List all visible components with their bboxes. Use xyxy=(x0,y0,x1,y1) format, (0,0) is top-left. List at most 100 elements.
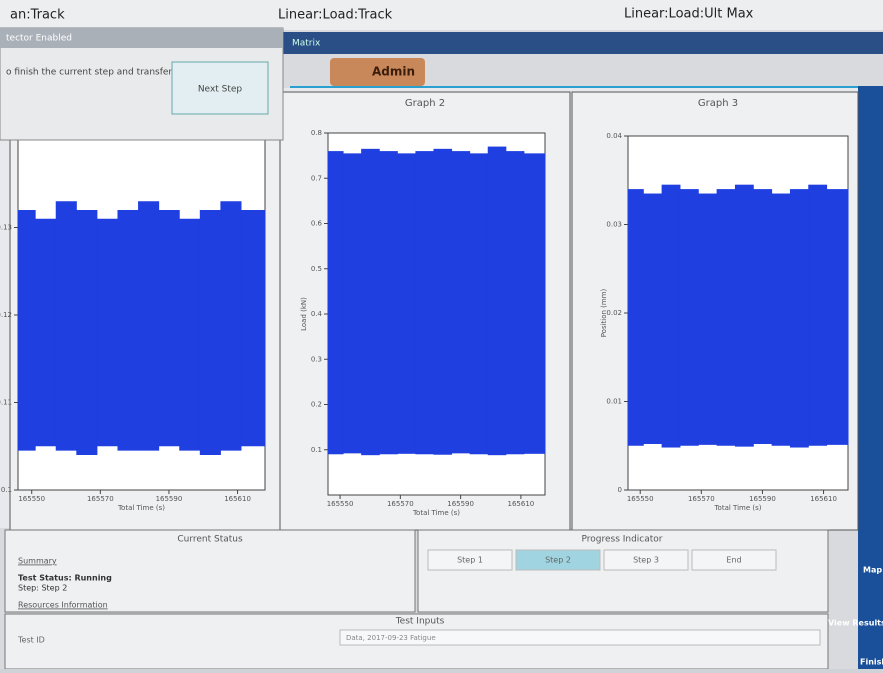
x-tick-label: 165590 xyxy=(156,495,183,503)
signal-band xyxy=(415,151,434,454)
signal-band xyxy=(790,189,809,447)
sidebar xyxy=(858,86,883,669)
y-tick-label: 0.04 xyxy=(606,132,622,140)
x-tick-label: 165550 xyxy=(627,495,654,503)
x-axis-label: Total Time (s) xyxy=(412,509,460,517)
x-tick-label: 165610 xyxy=(508,500,535,508)
y-tick-label: 0.5 xyxy=(311,265,322,273)
x-tick-label: 165590 xyxy=(749,495,776,503)
x-tick-label: 165590 xyxy=(447,500,474,508)
dialog-title: tector Enabled xyxy=(6,34,72,44)
panel-title: Test Inputs xyxy=(395,617,445,627)
panel-title: Current Status xyxy=(177,535,243,545)
signal-band xyxy=(452,151,471,453)
signal-band xyxy=(56,201,77,450)
y-tick-label: 0.3 xyxy=(311,355,322,363)
signal-band xyxy=(643,194,662,444)
status-link[interactable]: Summary xyxy=(18,557,57,566)
signal-band xyxy=(241,210,266,446)
signal-band xyxy=(717,189,736,446)
signal-band xyxy=(379,151,398,454)
y-tick-label: 0.02 xyxy=(606,309,622,317)
x-axis-label: Total Time (s) xyxy=(117,504,165,512)
signal-band xyxy=(76,210,97,455)
y-tick-label: 0.7 xyxy=(311,174,322,182)
x-axis-label: Total Time (s) xyxy=(713,504,761,512)
sidebar-button[interactable]: Finish xyxy=(860,658,883,667)
signal-band xyxy=(662,185,681,448)
signal-band xyxy=(680,189,699,446)
signal-band xyxy=(524,153,546,453)
header-label: Linear:Load:Ult Max xyxy=(624,7,754,22)
y-tick-label: 0.1 xyxy=(311,446,322,454)
signal-band xyxy=(628,189,644,446)
input-value: Data, 2017-09-23 Fatigue xyxy=(346,634,436,642)
signal-band xyxy=(220,201,241,450)
signal-band xyxy=(433,149,452,455)
graph-title: Graph 3 xyxy=(698,98,738,109)
x-tick-label: 165570 xyxy=(87,495,114,503)
menu-bar xyxy=(280,32,883,54)
x-tick-label: 165610 xyxy=(810,495,837,503)
sidebar-button[interactable]: View Results xyxy=(828,619,883,628)
signal-band xyxy=(97,219,118,447)
x-tick-label: 165570 xyxy=(688,495,715,503)
y-tick-label: 0.1 xyxy=(1,486,12,494)
tab-label: Admin xyxy=(372,65,415,79)
y-axis-label: Load (kN) xyxy=(300,297,308,331)
signal-band xyxy=(117,210,138,451)
input-label: Test ID xyxy=(17,636,45,645)
signal-band xyxy=(343,153,362,453)
y-tick-label: 0.13 xyxy=(0,224,12,232)
signal-band xyxy=(735,185,754,447)
status-link[interactable]: Resources Information xyxy=(18,601,108,610)
x-tick-label: 165550 xyxy=(327,500,354,508)
signal-band xyxy=(200,210,221,455)
signal-band xyxy=(138,201,159,450)
x-tick-label: 165570 xyxy=(387,500,414,508)
signal-band xyxy=(361,149,380,455)
step-label: Step 2 xyxy=(545,556,571,565)
signal-band xyxy=(328,151,344,454)
status-text: Step: Step 2 xyxy=(18,584,67,593)
header-label: an:Track xyxy=(10,8,65,23)
y-tick-label: 0.8 xyxy=(311,129,322,137)
menu-label: Matrix xyxy=(292,39,321,49)
graph-title: Graph 2 xyxy=(405,98,445,109)
x-tick-label: 165550 xyxy=(18,495,45,503)
signal-band xyxy=(698,194,717,445)
signal-band xyxy=(179,219,200,451)
signal-band xyxy=(397,153,416,453)
signal-band xyxy=(18,210,36,451)
header-label: Linear:Load:Track xyxy=(278,8,393,23)
signal-band xyxy=(506,151,525,454)
charts: 0.1 0.11 0.12 0.13 165550 165570 165590 165610 T… xyxy=(0,98,849,517)
y-axis-label: Position (mm) xyxy=(600,288,608,337)
y-tick-label: 0.2 xyxy=(311,401,322,409)
y-tick-label: 0 xyxy=(618,486,622,494)
y-tick-label: 0.11 xyxy=(0,399,12,407)
signal-band xyxy=(470,153,489,454)
signal-band xyxy=(827,189,849,445)
dialog-message: o finish the current step and transfer xyxy=(6,68,172,78)
y-tick-label: 0.03 xyxy=(606,221,622,229)
step-label: Step 3 xyxy=(633,556,659,565)
step-label: Step 1 xyxy=(457,556,483,565)
button-label: Next Step xyxy=(198,85,243,95)
screen: an:Track Linear:Load:Track Linear:Load:U… xyxy=(0,0,883,669)
y-tick-label: 0.4 xyxy=(311,310,323,318)
signal-band xyxy=(35,219,56,447)
signal-band xyxy=(488,147,507,456)
signal-band xyxy=(753,189,772,444)
y-tick-label: 0.12 xyxy=(0,311,12,319)
step-label: End xyxy=(726,556,741,565)
panel-title: Progress Indicator xyxy=(581,535,662,545)
x-tick-label: 165610 xyxy=(224,495,251,503)
status-text: Test Status: Running xyxy=(18,574,112,583)
sidebar-button[interactable]: Map Hardware xyxy=(863,566,883,575)
y-tick-label: 0.6 xyxy=(311,220,323,228)
y-tick-label: 0.01 xyxy=(606,398,622,406)
page: an:Track Linear:Load:Track Linear:Load:U… xyxy=(0,0,883,669)
signal-band xyxy=(808,185,827,446)
signal-band xyxy=(772,194,791,446)
